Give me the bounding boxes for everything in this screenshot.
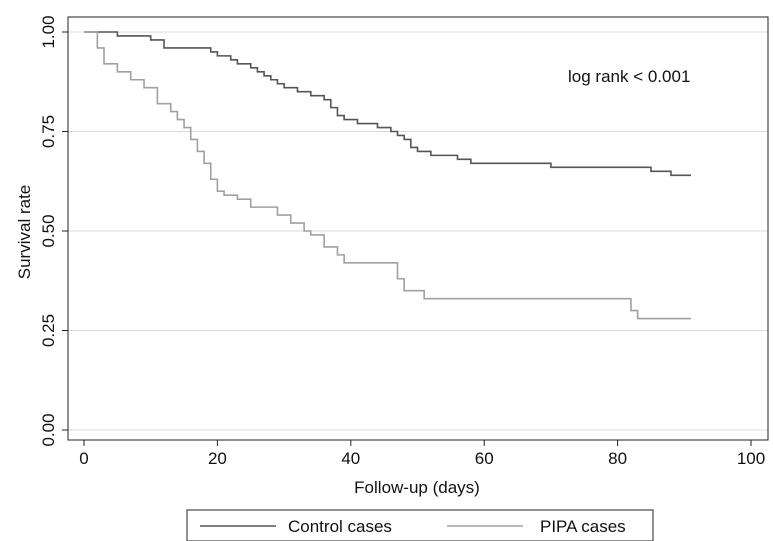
legend-label-pipa: PIPA cases	[540, 517, 626, 536]
legend-label-control: Control cases	[288, 517, 392, 536]
y-tick-label: 1.00	[39, 15, 58, 48]
y-tick-label: 0.25	[39, 314, 58, 347]
x-tick-label: 60	[475, 449, 494, 468]
x-axis-title: Follow-up (days)	[354, 478, 480, 497]
x-tick-label: 0	[79, 449, 88, 468]
x-tick-label: 20	[208, 449, 227, 468]
x-tick-label: 100	[737, 449, 765, 468]
series-line-control	[84, 31, 691, 177]
y-axis-ticks: 0.00 0.25 0.50 0.75 1.00	[39, 15, 68, 447]
plot-area-frame	[67, 16, 769, 441]
y-axis-title: Survival rate	[15, 185, 34, 279]
series-line-pipa	[84, 31, 691, 320]
x-tick-label: 80	[608, 449, 627, 468]
grid-lines	[68, 31, 768, 431]
y-tick-label: 0.50	[39, 214, 58, 247]
legend: Control cases PIPA cases	[186, 509, 654, 541]
y-tick-label: 0.00	[39, 413, 58, 446]
log-rank-annotation: log rank < 0.001	[568, 67, 690, 86]
y-tick-label: 0.75	[39, 115, 58, 148]
series-lines	[84, 31, 691, 320]
x-tick-label: 40	[341, 449, 360, 468]
x-axis-ticks: 0 20 40 60 80 100	[79, 440, 765, 468]
